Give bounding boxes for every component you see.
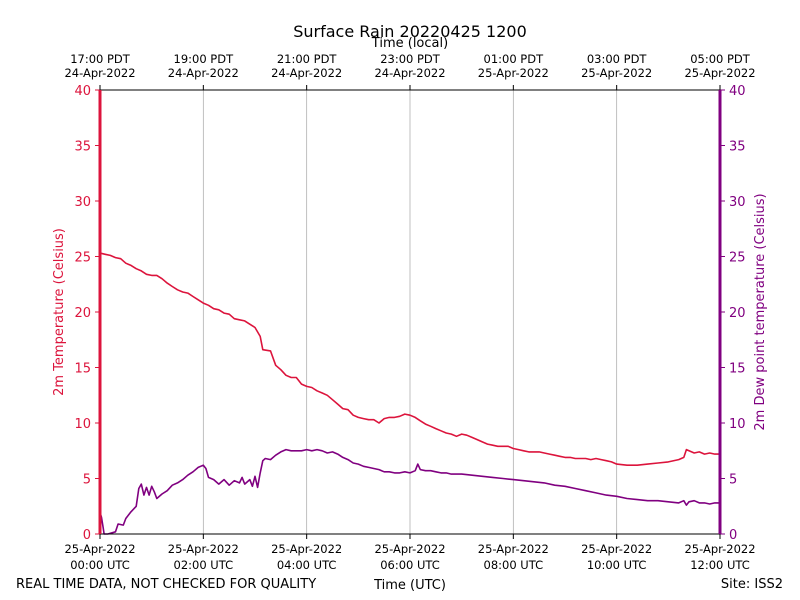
x2-tick-label-date-0: 24-Apr-2022 [64, 66, 135, 80]
x2-tick-label-date-1: 24-Apr-2022 [168, 66, 239, 80]
y-tick-label-2: 10 [74, 417, 91, 432]
chart-title: Surface Rain 20220425 1200 [293, 22, 527, 41]
x2-tick-label-date-6: 25-Apr-2022 [684, 66, 755, 80]
y2-tick-label-1: 5 [729, 473, 737, 488]
quality-disclaimer: REAL TIME DATA, NOT CHECKED FOR QUALITY [16, 577, 316, 592]
x-tick-label-date-5: 25-Apr-2022 [581, 542, 652, 556]
x2-tick-label-date-4: 25-Apr-2022 [478, 66, 549, 80]
temperature-series-line [99, 252, 720, 535]
x-tick-label-date-0: 25-Apr-2022 [64, 542, 135, 556]
x2-tick-label-date-2: 24-Apr-2022 [271, 66, 342, 80]
y2-tick-label-5: 25 [729, 251, 746, 266]
x-tick-label-time-1: 02:00 UTC [174, 558, 234, 572]
x2-tick-label-time-2: 21:00 PDT [277, 52, 338, 66]
y-tick-label-7: 35 [74, 140, 91, 155]
x-tick-label-time-5: 10:00 UTC [587, 558, 647, 572]
x-tick-label-time-3: 06:00 UTC [380, 558, 440, 572]
y-tick-label-8: 40 [74, 84, 91, 99]
x-tick-label-time-4: 08:00 UTC [484, 558, 544, 572]
x2-tick-label-date-5: 25-Apr-2022 [581, 66, 652, 80]
y-tick-label-0: 0 [83, 528, 91, 543]
y2-tick-label-8: 40 [729, 84, 746, 99]
y2-axis-label: 2m Dew point temperature (Celsius) [753, 193, 768, 430]
y2-tick-label-0: 0 [729, 528, 737, 543]
series-layer [99, 252, 720, 535]
x2-tick-label-time-3: 23:00 PDT [380, 52, 441, 66]
x2-tick-label-time-5: 03:00 PDT [587, 52, 648, 66]
y2-tick-label-6: 30 [729, 195, 746, 210]
grid [99, 90, 721, 534]
y2-tick-label-3: 15 [729, 362, 746, 377]
y-axis-label: 2m Temperature (Celsius) [52, 228, 67, 396]
x2-tick-label-date-3: 24-Apr-2022 [374, 66, 445, 80]
top-axis-label: Time (local) [371, 36, 448, 51]
y2-tick-label-2: 10 [729, 417, 746, 432]
x2-tick-label-time-1: 19:00 PDT [174, 52, 235, 66]
y-tick-label-1: 5 [83, 473, 91, 488]
x2-tick-label-time-0: 17:00 PDT [70, 52, 131, 66]
x-tick-label-time-0: 00:00 UTC [70, 558, 130, 572]
y2-tick-label-7: 35 [729, 140, 746, 155]
tick-layer: 0 0 5 5 10 10 15 15 20 20 25 25 30 30 35 35 40 40 25-Apr-2… [64, 52, 755, 572]
x2-tick-label-time-6: 05:00 PDT [690, 52, 751, 66]
y2-tick-label-4: 20 [729, 306, 746, 321]
x-tick-label-time-6: 12:00 UTC [690, 558, 750, 572]
y-tick-label-3: 15 [74, 362, 91, 377]
x-tick-label-date-6: 25-Apr-2022 [684, 542, 755, 556]
x-tick-label-date-3: 25-Apr-2022 [374, 542, 445, 556]
x-tick-label-time-2: 04:00 UTC [277, 558, 337, 572]
y-tick-label-6: 30 [74, 195, 91, 210]
site-label: Site: ISS2 [721, 577, 783, 592]
x-tick-label-date-2: 25-Apr-2022 [271, 542, 342, 556]
y-tick-label-5: 25 [74, 251, 91, 266]
x-tick-label-date-4: 25-Apr-2022 [478, 542, 549, 556]
x-tick-label-date-1: 25-Apr-2022 [168, 542, 239, 556]
x-axis-label: Time (UTC) [373, 578, 446, 593]
dewpoint-series-line [99, 448, 720, 535]
x2-tick-label-time-4: 01:00 PDT [484, 52, 545, 66]
y-tick-label-4: 20 [74, 306, 91, 321]
